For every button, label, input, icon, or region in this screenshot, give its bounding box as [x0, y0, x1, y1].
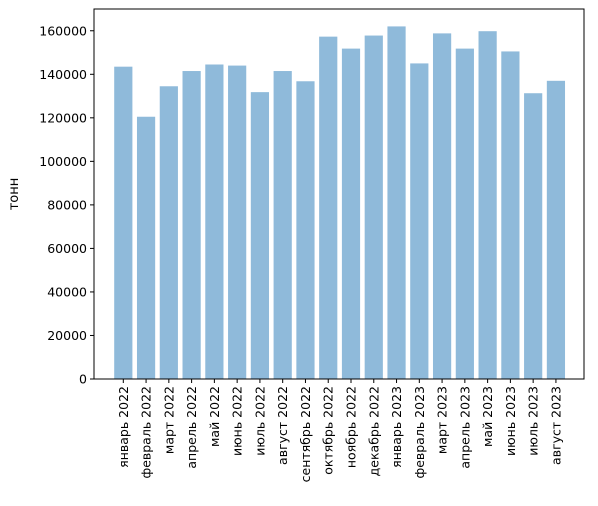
y-tick-label: 0 [79, 372, 87, 387]
bar [296, 81, 315, 379]
bar [205, 64, 224, 379]
x-tick-label: август 2022 [275, 386, 290, 465]
x-tick-label: май 2023 [480, 386, 495, 447]
bars-group [114, 26, 566, 380]
x-tick-label: июнь 2023 [503, 386, 518, 456]
bar [524, 93, 543, 379]
bar [478, 31, 497, 379]
x-tick-label: август 2023 [548, 386, 563, 465]
plot-frame [93, 8, 585, 380]
bar [319, 36, 338, 379]
bar [410, 63, 429, 379]
bar [455, 48, 474, 380]
x-tick-label: март 2023 [435, 386, 450, 454]
y-tick-label: 40000 [47, 284, 87, 299]
x-tick-label: ноябрь 2022 [344, 386, 359, 468]
x-tick-label: февраль 2022 [139, 386, 154, 478]
x-tick-label: сентябрь 2022 [298, 386, 313, 482]
y-tick-label: 140000 [39, 67, 87, 82]
y-tick-label: 60000 [47, 241, 87, 256]
bar [182, 71, 201, 379]
x-tick-label: март 2022 [161, 386, 176, 454]
x-axis: январь 2022 февраль 2022 март 2022 апрель 2… [116, 379, 563, 482]
y-axis: 0 20000 40000 60000 80000 100000 120000 140000 1… [39, 23, 94, 387]
bar [364, 35, 383, 380]
x-tick-label: октябрь 2022 [321, 386, 336, 475]
x-tick-label: декабрь 2022 [366, 386, 381, 476]
y-tick-label: 160000 [39, 23, 87, 38]
bar [501, 51, 520, 379]
plot-border [93, 8, 585, 380]
bar [114, 66, 133, 380]
bar [432, 33, 452, 379]
x-tick-label: июль 2023 [526, 386, 541, 456]
x-tick-label: апрель 2023 [457, 386, 472, 469]
bar [341, 48, 361, 380]
bar [136, 116, 156, 380]
bar [250, 92, 270, 379]
x-tick-label: январь 2023 [389, 386, 404, 468]
y-tick-label: 80000 [47, 197, 87, 212]
bar [546, 80, 566, 379]
y-axis-label: тонн [7, 178, 22, 211]
x-tick-label: май 2022 [207, 386, 222, 447]
x-tick-label: июль 2022 [252, 386, 267, 456]
x-tick-label: июнь 2022 [230, 386, 245, 456]
y-tick-label: 120000 [39, 110, 87, 125]
bar [273, 71, 292, 379]
bar [228, 65, 247, 379]
bar [159, 86, 178, 379]
x-tick-label: апрель 2022 [184, 386, 199, 469]
y-tick-label: 100000 [39, 154, 87, 169]
x-tick-label: январь 2022 [116, 386, 131, 468]
bar [387, 26, 406, 379]
y-tick-label: 20000 [47, 328, 87, 343]
x-tick-label: февраль 2023 [412, 386, 427, 478]
